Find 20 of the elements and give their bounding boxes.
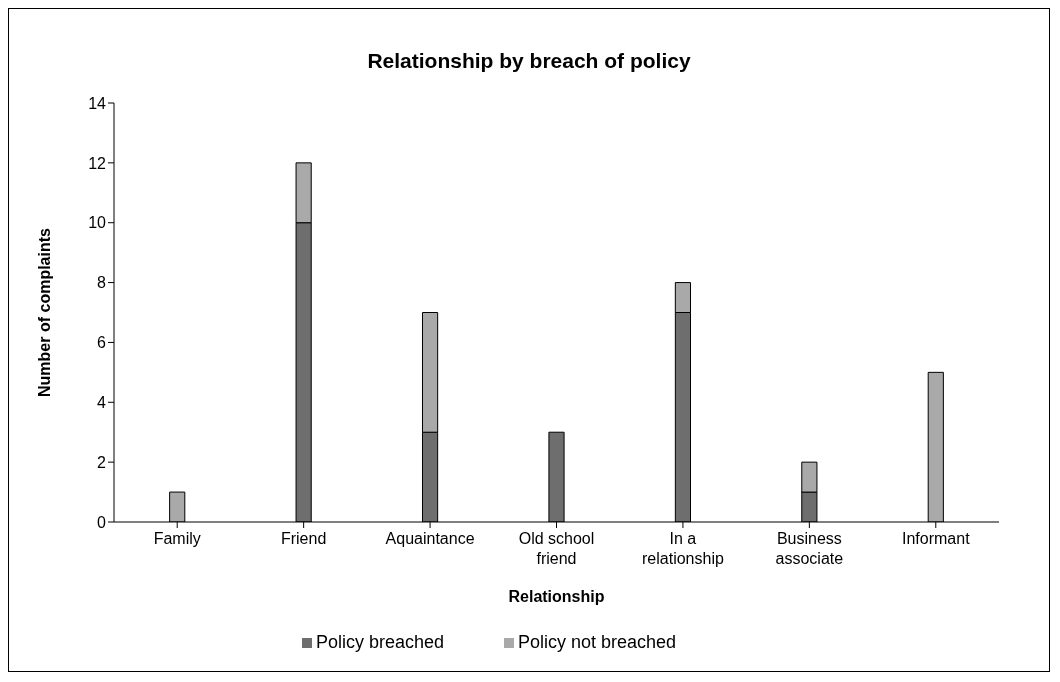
- y-tick-label: 8: [97, 274, 107, 292]
- y-tick-label: 14: [88, 94, 107, 112]
- x-tick-label: Family: [153, 530, 201, 547]
- y-tick-label: 10: [88, 214, 107, 232]
- legend-label: Policy not breached: [517, 632, 677, 652]
- legend-label: Policy breached: [315, 632, 444, 652]
- x-axis-title: Relationship: [508, 588, 605, 605]
- y-tick-label: 0: [97, 513, 107, 531]
- y-tick-label: 12: [88, 154, 107, 172]
- x-tick-label: Friend: [280, 530, 327, 547]
- y-tick-label: 4: [97, 393, 107, 411]
- x-tick-label: Old school friend: [518, 530, 595, 567]
- x-tick-label: Aquaintance: [385, 530, 475, 547]
- y-tick-label: 2: [97, 453, 107, 471]
- x-tick-label: Informant: [901, 530, 971, 547]
- y-axis-title: Number of complaints: [35, 227, 53, 397]
- x-tick-label: Business associate: [775, 530, 844, 567]
- x-tick-label: In a relationship: [642, 530, 724, 567]
- chart-title: Relationship by breach of policy: [366, 49, 692, 73]
- y-tick-label: 6: [97, 334, 107, 352]
